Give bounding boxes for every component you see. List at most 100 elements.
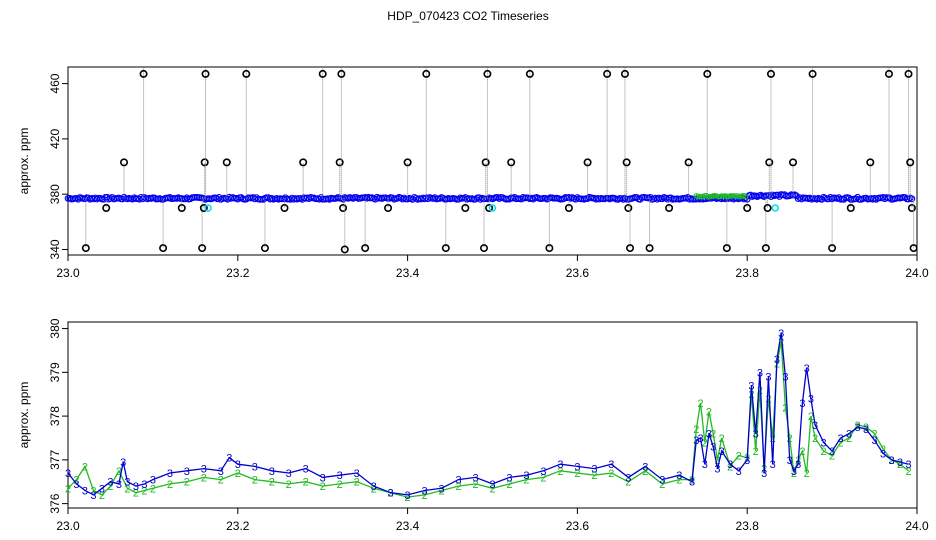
- outlier-point: [461, 204, 470, 213]
- series-point: 2: [320, 481, 326, 493]
- series-point: 2: [286, 479, 292, 491]
- highlight-point: [488, 204, 497, 212]
- series-point: 3: [855, 422, 861, 434]
- series-line: [67, 341, 909, 498]
- series-point: 3: [821, 437, 827, 449]
- series-point: 2: [880, 444, 886, 456]
- outlier-point: [884, 69, 893, 78]
- outlier-point: [765, 158, 774, 167]
- series-point: 3: [799, 398, 805, 410]
- outlier-point: [337, 69, 346, 78]
- series-point: 2: [838, 437, 844, 449]
- series-point: 2: [184, 477, 190, 489]
- series-point: 2: [303, 477, 309, 489]
- outlier-point: [907, 204, 916, 213]
- series-point: 2: [235, 468, 241, 480]
- series-point: 2: [702, 437, 708, 449]
- series-point: 3: [303, 464, 309, 476]
- outlier-point: [904, 69, 913, 78]
- series-point: 2: [371, 483, 377, 495]
- series-point: 3: [472, 472, 478, 484]
- x-tick-label: 23.2: [226, 519, 250, 533]
- outlier-point: [622, 158, 631, 167]
- series-point: 2: [829, 450, 835, 462]
- series-point: 2: [455, 481, 461, 493]
- series-point: 2: [422, 490, 428, 502]
- baseline-point: [732, 193, 739, 199]
- series-point: 3: [753, 429, 759, 441]
- series-point: 3: [252, 461, 258, 473]
- outlier-point: [743, 204, 752, 213]
- series-point: 2: [523, 475, 529, 487]
- series-point: 2: [871, 429, 877, 441]
- x-tick-label: 24.0: [905, 519, 929, 533]
- x-tick-label: 23.0: [56, 266, 80, 280]
- outlier-point: [603, 69, 612, 78]
- outlier-point: [525, 69, 534, 78]
- series-point: 3: [82, 485, 88, 497]
- series-point: 2: [714, 455, 720, 467]
- x-tick-label: 23.6: [566, 266, 590, 280]
- series-point: 2: [116, 466, 122, 478]
- series-point: 3: [846, 429, 852, 441]
- outlier-point: [507, 158, 516, 167]
- outlier-point: [485, 204, 494, 213]
- series-point: 3: [778, 328, 784, 340]
- x-tick-label: 23.4: [396, 266, 420, 280]
- series-point: 2: [73, 475, 79, 487]
- outlier-point: [159, 244, 168, 253]
- series-point: 3: [90, 490, 96, 502]
- series-point: 3: [795, 459, 801, 471]
- outlier-point: [403, 158, 412, 167]
- y-tick-label: 376: [48, 493, 62, 513]
- series-point: 2: [625, 477, 631, 489]
- series-point: 2: [82, 461, 88, 473]
- series-point: 3: [184, 466, 190, 478]
- series-point: 3: [871, 435, 877, 447]
- series-point: 3: [770, 459, 776, 471]
- series-point: 2: [141, 485, 147, 497]
- series-point: 2: [107, 481, 113, 493]
- series-point: 3: [320, 472, 326, 484]
- series-point: 2: [791, 468, 797, 480]
- series-point: 3: [714, 464, 720, 476]
- series-point: 2: [642, 466, 648, 478]
- y-axis-label: approx. ppm: [17, 128, 31, 195]
- series-point: 2: [778, 337, 784, 349]
- series-point: 3: [897, 457, 903, 469]
- series-point: 2: [846, 433, 852, 445]
- baseline-point: [695, 193, 701, 200]
- series-point: 2: [757, 385, 763, 397]
- series-point: 2: [799, 446, 805, 458]
- outlier-point: [384, 204, 393, 213]
- timeseries-panel-top: 23.0 23.2 23.4 23.6 23.8 24.0 340 380 420 460 appr…: [17, 66, 929, 280]
- outlier-point: [201, 69, 210, 78]
- series-point: 3: [65, 468, 71, 480]
- outlier-point: [789, 158, 798, 167]
- series-point: 2: [201, 472, 207, 484]
- series-point: 2: [753, 446, 759, 458]
- series-point: 3: [905, 459, 911, 471]
- y-tick-label: 377: [48, 450, 62, 470]
- outlier-point: [866, 158, 875, 167]
- series-point: 3: [455, 475, 461, 487]
- outlier-point: [120, 158, 129, 167]
- series-point: 2: [65, 483, 71, 495]
- series-point: 2: [765, 394, 771, 406]
- outlier-series: [81, 67, 918, 254]
- series-point: 3: [642, 461, 648, 473]
- outlier-point: [766, 69, 775, 78]
- series-point: 3: [765, 372, 771, 384]
- baseline-point: [908, 195, 916, 203]
- outlier-point: [260, 244, 269, 253]
- x-tick-label: 23.4: [396, 519, 420, 533]
- series-point: 2: [706, 407, 712, 419]
- series-point: 3: [150, 475, 156, 487]
- outlier-point: [480, 244, 489, 253]
- x-tick-label: 23.2: [226, 266, 250, 280]
- plot-frame: [67, 321, 918, 509]
- series-point: 3: [73, 479, 79, 491]
- series-point: 3: [120, 457, 126, 469]
- outlier-point: [177, 204, 186, 213]
